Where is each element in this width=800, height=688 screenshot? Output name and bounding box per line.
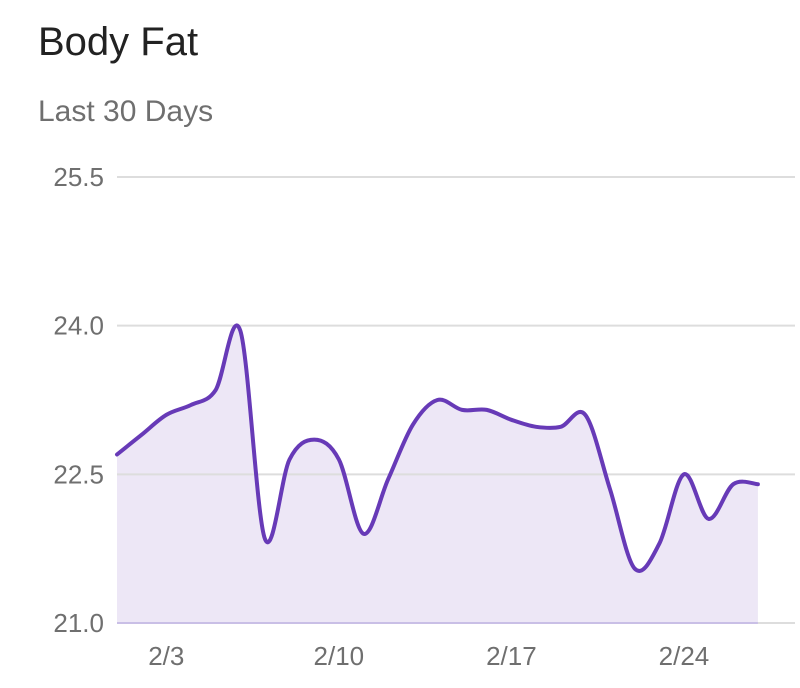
data-point: [311, 437, 317, 443]
data-point: [385, 476, 391, 482]
data-point: [163, 412, 169, 418]
data-point: [730, 481, 736, 487]
data-point: [681, 471, 687, 477]
data-point: [533, 424, 539, 430]
y-tick-label: 22.5: [53, 459, 104, 489]
chart-title: Body Fat: [38, 20, 199, 64]
chart-subtitle: Last 30 Days: [38, 95, 214, 128]
y-tick-label: 25.5: [53, 162, 104, 192]
x-tick-label: 2/17: [486, 641, 537, 671]
x-tick-label: 2/24: [659, 641, 710, 671]
data-point: [188, 402, 194, 408]
data-point: [287, 456, 293, 462]
data-point: [558, 424, 564, 430]
data-point: [262, 536, 268, 542]
data-point: [336, 456, 342, 462]
data-point: [484, 407, 490, 413]
data-point: [582, 412, 588, 418]
data-point: [410, 422, 416, 428]
data-point: [434, 397, 440, 403]
y-tick-label: 21.0: [53, 608, 104, 638]
data-point: [361, 531, 367, 537]
data-point: [508, 417, 514, 423]
data-point: [607, 486, 613, 492]
data-point: [139, 432, 145, 438]
data-point: [237, 328, 243, 334]
data-point: [632, 565, 638, 571]
data-point: [213, 387, 219, 393]
data-point: [459, 407, 465, 413]
data-point: [114, 452, 120, 458]
data-point: [706, 516, 712, 522]
y-tick-label: 24.0: [53, 311, 104, 341]
x-tick-label: 2/10: [314, 641, 365, 671]
data-point: [656, 541, 662, 547]
series-line: [115, 323, 760, 573]
x-tick-label: 2/3: [148, 641, 184, 671]
data-point: [755, 481, 761, 487]
